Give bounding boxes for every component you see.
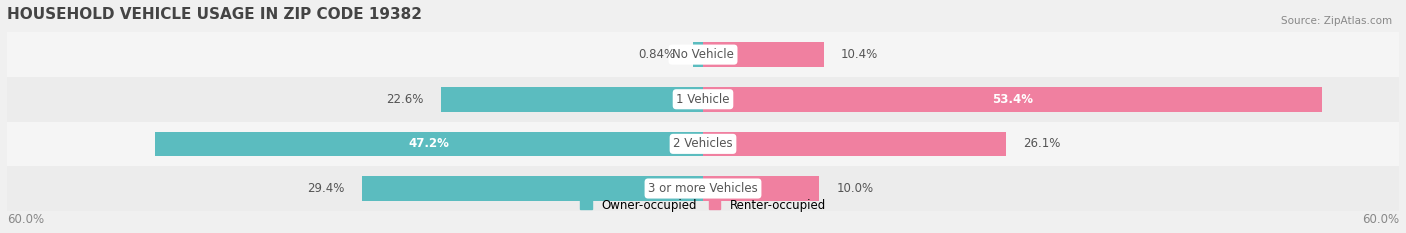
Text: 3 or more Vehicles: 3 or more Vehicles — [648, 182, 758, 195]
Bar — [693, 42, 703, 67]
Text: 60.0%: 60.0% — [7, 213, 44, 226]
Bar — [7, 166, 1399, 211]
Text: 53.4%: 53.4% — [993, 93, 1033, 106]
Text: 26.1%: 26.1% — [1024, 137, 1060, 150]
Bar — [703, 87, 1323, 112]
Text: 22.6%: 22.6% — [387, 93, 423, 106]
Bar — [441, 87, 703, 112]
Text: HOUSEHOLD VEHICLE USAGE IN ZIP CODE 19382: HOUSEHOLD VEHICLE USAGE IN ZIP CODE 1938… — [7, 7, 422, 22]
Bar — [703, 42, 824, 67]
Bar — [7, 32, 1399, 77]
Text: 1 Vehicle: 1 Vehicle — [676, 93, 730, 106]
Bar — [703, 132, 1005, 156]
Text: 2 Vehicles: 2 Vehicles — [673, 137, 733, 150]
Legend: Owner-occupied, Renter-occupied: Owner-occupied, Renter-occupied — [575, 194, 831, 216]
Text: 10.4%: 10.4% — [841, 48, 879, 61]
Bar — [7, 122, 1399, 166]
Bar — [156, 132, 703, 156]
Text: 10.0%: 10.0% — [837, 182, 873, 195]
Bar — [703, 176, 820, 201]
Text: 29.4%: 29.4% — [307, 182, 344, 195]
Bar — [7, 77, 1399, 122]
Text: Source: ZipAtlas.com: Source: ZipAtlas.com — [1281, 16, 1392, 26]
Text: 0.84%: 0.84% — [638, 48, 676, 61]
Text: 60.0%: 60.0% — [1362, 213, 1399, 226]
Text: 47.2%: 47.2% — [409, 137, 450, 150]
Bar — [361, 176, 703, 201]
Text: No Vehicle: No Vehicle — [672, 48, 734, 61]
